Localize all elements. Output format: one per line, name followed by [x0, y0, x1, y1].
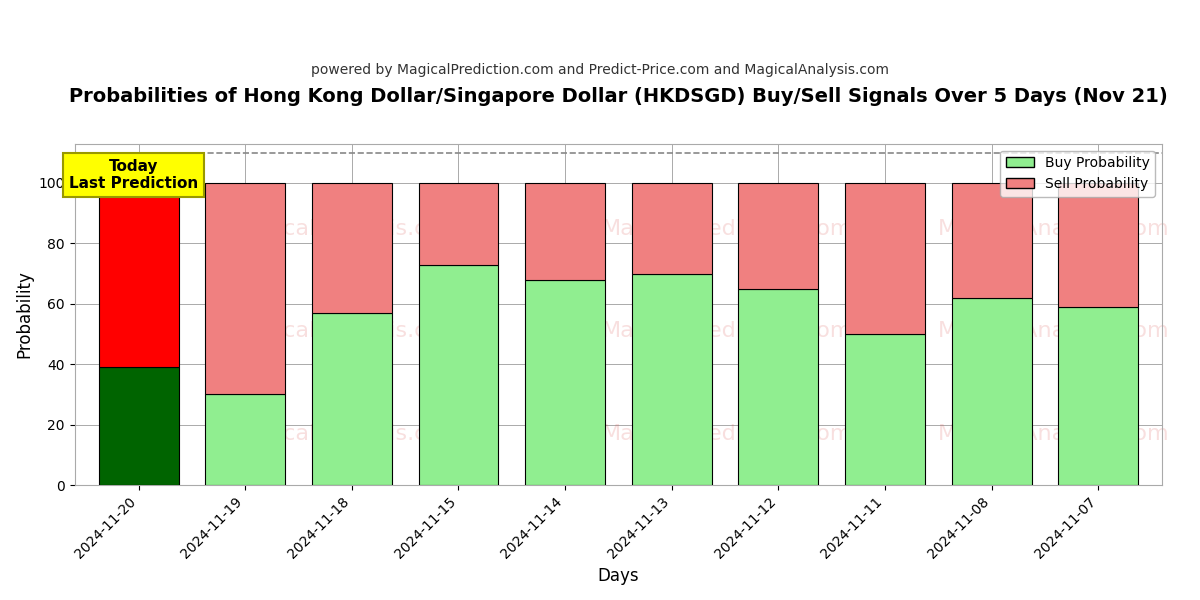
- Bar: [98, 183, 179, 367]
- Bar: [526, 280, 605, 485]
- Bar: [631, 274, 712, 485]
- Bar: [952, 298, 1032, 485]
- X-axis label: Days: Days: [598, 567, 640, 585]
- Text: MagicalAnalysis.com: MagicalAnalysis.com: [230, 322, 462, 341]
- Bar: [1058, 307, 1138, 485]
- Text: Today
Last Prediction: Today Last Prediction: [68, 159, 198, 191]
- Text: MagicalPrediction.com: MagicalPrediction.com: [602, 322, 852, 341]
- Bar: [631, 183, 712, 274]
- Text: MagicalPrediction.com: MagicalPrediction.com: [602, 219, 852, 239]
- Bar: [419, 183, 498, 265]
- Text: MagicalAnalysis.com: MagicalAnalysis.com: [937, 219, 1169, 239]
- Text: MagicalAnalysis.com: MagicalAnalysis.com: [230, 219, 462, 239]
- Bar: [419, 265, 498, 485]
- Bar: [738, 289, 818, 485]
- Bar: [845, 183, 925, 334]
- Bar: [98, 367, 179, 485]
- Text: powered by MagicalPrediction.com and Predict-Price.com and MagicalAnalysis.com: powered by MagicalPrediction.com and Pre…: [311, 63, 889, 77]
- Text: MagicalPrediction.com: MagicalPrediction.com: [602, 424, 852, 444]
- Title: Probabilities of Hong Kong Dollar/Singapore Dollar (HKDSGD) Buy/Sell Signals Ove: Probabilities of Hong Kong Dollar/Singap…: [70, 87, 1168, 106]
- Bar: [1058, 183, 1138, 307]
- Bar: [738, 183, 818, 289]
- Text: MagicalAnalysis.com: MagicalAnalysis.com: [937, 424, 1169, 444]
- Bar: [526, 183, 605, 280]
- Text: MagicalAnalysis.com: MagicalAnalysis.com: [937, 322, 1169, 341]
- Bar: [205, 183, 286, 394]
- Bar: [205, 394, 286, 485]
- Y-axis label: Probability: Probability: [16, 271, 34, 358]
- Bar: [312, 313, 392, 485]
- Text: MagicalAnalysis.com: MagicalAnalysis.com: [230, 424, 462, 444]
- Legend: Buy Probability, Sell Probability: Buy Probability, Sell Probability: [1001, 151, 1156, 197]
- Bar: [952, 183, 1032, 298]
- Bar: [845, 334, 925, 485]
- Bar: [312, 183, 392, 313]
